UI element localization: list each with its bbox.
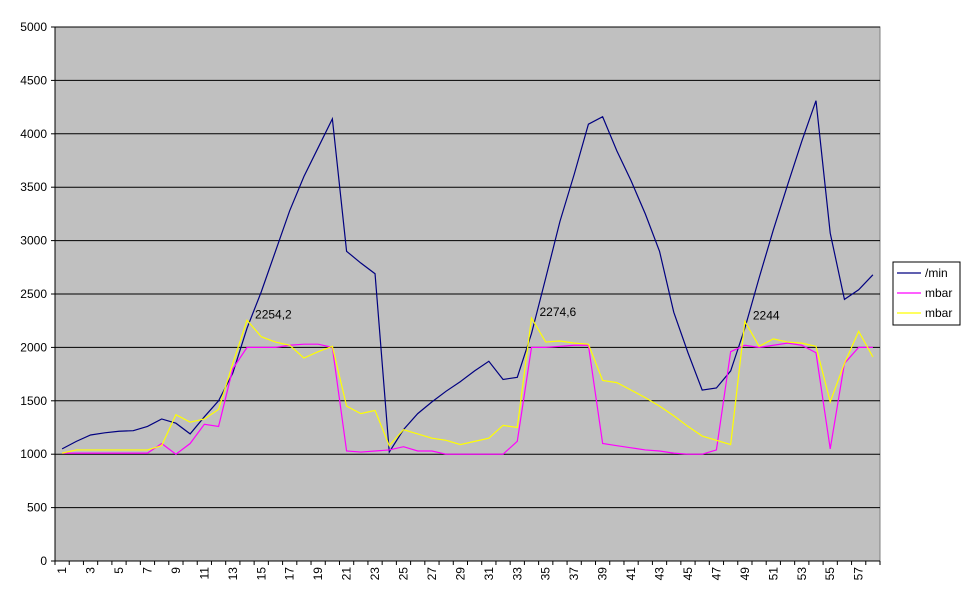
x-tick-label: 9 xyxy=(169,567,183,574)
x-tick-label: 3 xyxy=(84,567,98,574)
x-tick-label: 21 xyxy=(340,567,354,581)
x-tick-label: 35 xyxy=(539,567,553,581)
x-tick-label: 33 xyxy=(510,567,524,581)
x-tick-label: 31 xyxy=(482,567,496,581)
x-tick-label: 1 xyxy=(55,567,69,574)
y-tick-label: 2000 xyxy=(20,340,47,354)
y-tick-label: 1500 xyxy=(20,394,47,408)
y-tick-label: 0 xyxy=(40,554,47,568)
y-tick-label: 3000 xyxy=(20,234,47,248)
x-tick-label: 19 xyxy=(311,567,325,581)
y-tick-label: 3500 xyxy=(20,180,47,194)
x-tick-label: 49 xyxy=(738,567,752,581)
x-tick-label: 29 xyxy=(453,567,467,581)
y-tick-label: 4500 xyxy=(20,73,47,87)
x-tick-label: 23 xyxy=(368,567,382,581)
legend-label: /min xyxy=(925,266,948,280)
series-line xyxy=(62,342,873,455)
x-tick-label: 5 xyxy=(112,567,126,574)
x-tick-label: 27 xyxy=(425,567,439,581)
y-tick-label: 2500 xyxy=(20,287,47,301)
series-line xyxy=(61,100,874,454)
x-tick-label: 7 xyxy=(140,567,154,574)
x-tick-label: 25 xyxy=(396,567,410,581)
legend-label: mbar xyxy=(925,286,952,300)
x-tick-label: 47 xyxy=(709,567,723,581)
data-label: 2254,2 xyxy=(255,307,292,321)
series-line xyxy=(61,316,874,454)
data-label: 2274,6 xyxy=(540,305,577,319)
y-tick-label: 500 xyxy=(27,501,47,515)
x-tick-label: 57 xyxy=(852,567,866,581)
y-tick-label: 5000 xyxy=(20,20,47,34)
x-tick-label: 45 xyxy=(681,567,695,581)
y-tick-label: 1000 xyxy=(20,447,47,461)
data-label: 2244 xyxy=(753,308,780,322)
x-tick-label: 39 xyxy=(596,567,610,581)
x-tick-label: 15 xyxy=(254,567,268,581)
x-tick-label: 55 xyxy=(823,567,837,581)
x-tick-label: 53 xyxy=(795,567,809,581)
x-tick-label: 13 xyxy=(226,567,240,581)
x-tick-label: 51 xyxy=(766,567,780,581)
x-tick-label: 41 xyxy=(624,567,638,581)
x-tick-label: 43 xyxy=(653,567,667,581)
legend-label: mbar xyxy=(925,306,952,320)
x-tick-label: 37 xyxy=(567,567,581,581)
x-tick-label: 17 xyxy=(283,567,297,581)
y-tick-label: 4000 xyxy=(20,127,47,141)
x-tick-label: 11 xyxy=(197,567,211,580)
